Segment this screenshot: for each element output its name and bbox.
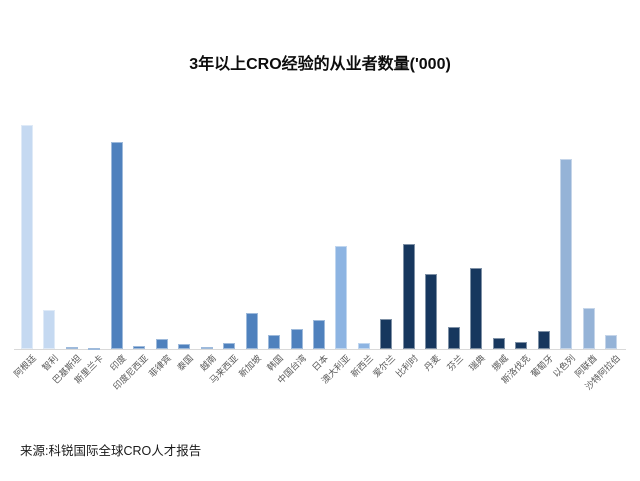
bar xyxy=(604,335,617,349)
bar xyxy=(133,346,146,349)
bar xyxy=(178,344,191,349)
bar xyxy=(312,320,325,349)
bar xyxy=(470,268,483,349)
bar xyxy=(380,319,393,349)
bar xyxy=(245,313,258,349)
bar xyxy=(290,329,303,349)
bar xyxy=(88,348,101,350)
x-axis-line xyxy=(14,349,626,350)
chart-title: 3年以上CRO经验的从业者数量('000) xyxy=(189,56,451,73)
bar xyxy=(335,246,348,349)
bar xyxy=(21,125,33,349)
bar xyxy=(268,335,281,349)
bar xyxy=(65,347,78,349)
bar xyxy=(155,339,168,349)
bar xyxy=(223,343,236,349)
bar xyxy=(43,310,56,349)
bar xyxy=(537,331,550,349)
bar xyxy=(447,327,460,349)
bar xyxy=(515,342,528,349)
source-note: 来源:科锐国际全球CRO人才报告 xyxy=(20,444,202,458)
bar xyxy=(110,142,123,349)
bar xyxy=(492,338,505,349)
bar xyxy=(200,347,213,349)
bar xyxy=(425,274,438,349)
bar xyxy=(357,343,370,349)
bar xyxy=(402,244,415,349)
bar xyxy=(560,159,573,349)
bar xyxy=(582,308,595,349)
